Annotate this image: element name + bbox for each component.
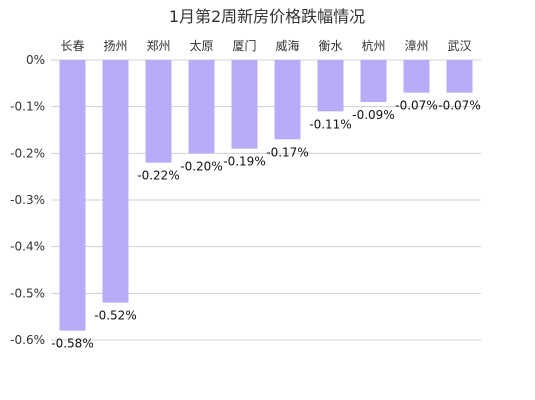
bar-9 bbox=[446, 60, 473, 93]
category-label-9: 武汉 bbox=[447, 39, 471, 53]
y-tick-label: -0.6% bbox=[10, 333, 45, 347]
category-label-3: 太原 bbox=[189, 38, 213, 53]
category-label-0: 长春 bbox=[60, 39, 84, 53]
y-tick-label: -0.1% bbox=[10, 100, 45, 114]
category-label-6: 衡水 bbox=[318, 39, 342, 53]
value-label-4: -0.19% bbox=[223, 155, 265, 169]
value-label-1: -0.52% bbox=[94, 309, 136, 323]
value-label-8: -0.07% bbox=[395, 99, 437, 113]
bar-5 bbox=[274, 60, 301, 140]
bar-1 bbox=[102, 60, 129, 303]
value-label-3: -0.20% bbox=[180, 159, 222, 173]
value-label-7: -0.09% bbox=[352, 108, 394, 122]
value-label-6: -0.11% bbox=[309, 117, 351, 131]
value-label-9: -0.07% bbox=[438, 99, 480, 113]
bar-8 bbox=[403, 60, 430, 93]
bar-6 bbox=[317, 60, 344, 112]
value-label-2: -0.22% bbox=[137, 169, 179, 183]
y-tick-label: -0.3% bbox=[10, 193, 45, 207]
bar-2 bbox=[145, 60, 172, 163]
label-layer: 0% -0.1% -0.2% -0.3% -0.4% -0.5% -0.6% 长春 -0.58%… bbox=[10, 38, 481, 351]
category-label-5: 威海 bbox=[275, 38, 299, 53]
chart-title: 1月第2周新房价格跌幅情况 bbox=[169, 7, 365, 26]
bar-0 bbox=[59, 60, 86, 331]
y-tick-label: -0.4% bbox=[10, 240, 45, 254]
category-label-1: 扬州 bbox=[103, 38, 127, 53]
value-label-0: -0.58% bbox=[51, 337, 93, 351]
bar-4 bbox=[231, 60, 258, 149]
y-tick-label: -0.5% bbox=[10, 286, 45, 300]
category-label-7: 杭州 bbox=[361, 38, 385, 53]
bar-7 bbox=[360, 60, 387, 102]
y-tick-label: 0% bbox=[26, 53, 45, 67]
bar-layer bbox=[59, 60, 473, 331]
category-label-4: 厦门 bbox=[232, 38, 256, 53]
value-label-5: -0.17% bbox=[266, 145, 308, 159]
category-label-2: 郑州 bbox=[146, 38, 170, 53]
category-label-8: 漳州 bbox=[404, 38, 428, 53]
bar-3 bbox=[188, 60, 215, 154]
y-tick-label: -0.2% bbox=[10, 146, 45, 160]
